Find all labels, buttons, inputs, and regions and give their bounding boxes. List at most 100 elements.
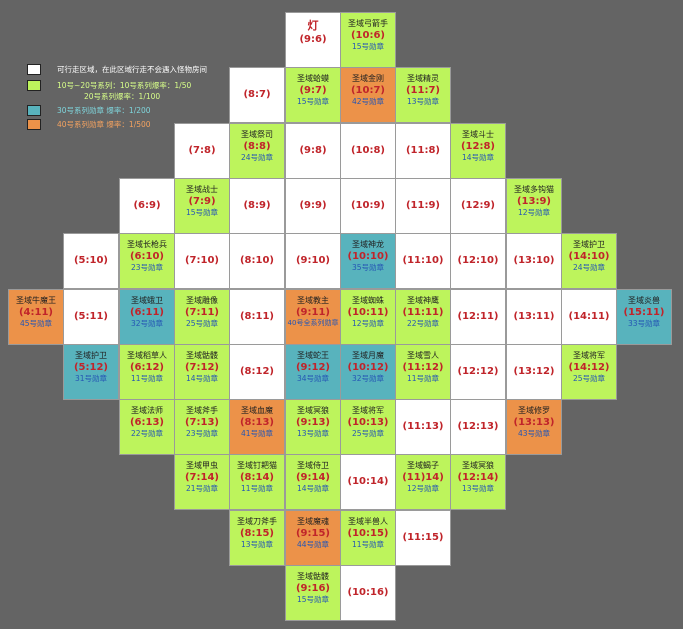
cell-coordinate: (13:10): [513, 255, 555, 266]
cell-coordinate: (7:13): [184, 417, 219, 428]
medal-label: 12号勋章: [406, 484, 440, 493]
medal-label: 24号勋章: [240, 153, 274, 162]
cell-coordinate: (8:11): [239, 311, 274, 322]
monster-name: 圣域法师: [131, 406, 163, 415]
legend-text: 可行走区域，在此区域行走不会遇入怪物房间: [57, 65, 207, 74]
monster-name: 圣域护卫: [75, 351, 107, 360]
medal-label: 13号勋章: [296, 429, 330, 438]
monster-name: 圣域护卫: [573, 240, 605, 249]
map-cell: 圣域弓箭手 (10:6) 15号勋章: [340, 12, 396, 68]
medal-label: 13号勋章: [240, 540, 274, 549]
map-cell: 灯 (9:6): [285, 12, 341, 68]
cell-coordinate: (11:9): [405, 200, 440, 211]
cell-coordinate: (5:10): [73, 255, 108, 266]
monster-name: 圣域血魔: [241, 406, 273, 415]
map-cell: 圣域神鹰 (11:11) 22号勋章: [395, 289, 451, 345]
map-cell: (14:11): [561, 289, 617, 345]
map-cell: 圣域侍卫 (9:14) 14号勋章: [285, 454, 341, 510]
map-cell: (11:13): [395, 399, 451, 455]
map-cell: 圣域护卫 (5:12) 31号勋章: [63, 344, 119, 400]
cell-coordinate: (11:12): [402, 362, 444, 373]
medal-label: 15号勋章: [296, 97, 330, 106]
medal-label: 35号勋章: [351, 263, 385, 272]
medal-label: 11号勋章: [130, 374, 164, 383]
map-cell: (11:15): [395, 510, 451, 566]
map-cell: (12:13): [450, 399, 506, 455]
map-cell: (11:8): [395, 123, 451, 179]
medal-label: 11号勋章: [351, 540, 385, 549]
cell-coordinate: (8:14): [239, 472, 274, 483]
legend-swatch: [27, 64, 41, 75]
map-cell: 圣域骷髅 (7:12) 14号勋章: [174, 344, 230, 400]
cell-coordinate: (9:14): [295, 472, 330, 483]
monster-name: 圣域蛾卫: [131, 296, 163, 305]
medal-label: 23号勋章: [130, 263, 164, 272]
map-cell: 圣域斗士 (12:8) 14号勋章: [450, 123, 506, 179]
monster-name: 圣域教主: [297, 296, 329, 305]
cell-coordinate: (11:10): [402, 255, 444, 266]
monster-name: 圣域斗士: [462, 130, 494, 139]
map-cell: (10:16): [340, 565, 396, 621]
monster-name: 圣域弓箭手: [348, 19, 388, 28]
map-cell: 圣域护卫 (14:10) 24号勋章: [561, 233, 617, 289]
monster-name: 圣域侍卫: [297, 461, 329, 470]
cell-coordinate: (9:7): [299, 85, 327, 96]
medal-label: 41号勋章: [240, 429, 274, 438]
monster-name: 圣域将军: [573, 351, 605, 360]
cell-coordinate: (8:9): [243, 200, 271, 211]
cell-coordinate: (7:10): [184, 255, 219, 266]
medal-label: 45号勋章: [19, 319, 53, 328]
medal-label: 11号勋章: [406, 374, 440, 383]
medal-label: 13号勋章: [406, 97, 440, 106]
legend-swatch: [27, 119, 41, 130]
map-cell: (10:9): [340, 178, 396, 234]
cell-coordinate: (10:16): [347, 587, 389, 598]
monster-name: 圣域将军: [352, 406, 384, 415]
cell-coordinate: (6:10): [129, 251, 164, 262]
map-cell: 圣域雪人 (11:12) 11号勋章: [395, 344, 451, 400]
map-cell: 圣域牛魔王 (4:11) 45号勋章: [8, 289, 64, 345]
monster-name: 圣域骷髅: [186, 351, 218, 360]
cell-coordinate: (9:10): [295, 255, 330, 266]
monster-name: 圣域刀斧手: [237, 517, 277, 526]
cell-coordinate: (13:12): [513, 366, 555, 377]
map-cell: 圣域神龙 (10:10) 35号勋章: [340, 233, 396, 289]
map-cell: (7:8): [174, 123, 230, 179]
medal-label: 14号勋章: [461, 153, 495, 162]
map-cell: (9:8): [285, 123, 341, 179]
cell-coordinate: (9:13): [295, 417, 330, 428]
monster-name: 圣域神龙: [352, 240, 384, 249]
cell-coordinate: (6:11): [129, 307, 164, 318]
monster-name: 圣域炎兽: [628, 296, 660, 305]
map-cell: 圣域魔魂 (9:15) 44号勋章: [285, 510, 341, 566]
cell-coordinate: (9:8): [299, 145, 327, 156]
medal-label: 22号勋章: [130, 429, 164, 438]
cell-coordinate: (10:8): [350, 145, 385, 156]
monster-name: 圣域雪人: [407, 351, 439, 360]
monster-name: 圣域蜘蛛: [352, 296, 384, 305]
medal-label: 12号勋章: [517, 208, 551, 217]
map-cell: 圣域祭司 (8:8) 24号勋章: [229, 123, 285, 179]
cell-coordinate: (10:11): [347, 307, 389, 318]
map-cell: 圣域月魔 (10:12) 32号勋章: [340, 344, 396, 400]
map-cell: 圣域钉耙猫 (8:14) 11号勋章: [229, 454, 285, 510]
map-cell: 圣域修罗 (13:13) 43号勋章: [506, 399, 562, 455]
monster-name: 圣域牛魔王: [16, 296, 56, 305]
monster-name: 圣域多钩猫: [514, 185, 554, 194]
medal-label: 25号勋章: [572, 374, 606, 383]
map-cell: (13:12): [506, 344, 562, 400]
monster-name: 圣域蝎子: [407, 461, 439, 470]
cell-coordinate: (11:11): [402, 307, 444, 318]
medal-label: 34号勋章: [296, 374, 330, 383]
cell-coordinate: (8:10): [239, 255, 274, 266]
cell-coordinate: (11)14): [402, 472, 444, 483]
cell-coordinate: (7:11): [184, 307, 219, 318]
map-cell: 圣域蜘蛛 (10:11) 12号勋章: [340, 289, 396, 345]
cell-coordinate: (6:13): [129, 417, 164, 428]
medal-label: 44号勋章: [296, 540, 330, 549]
map-cell: (10:14): [340, 454, 396, 510]
map-cell: 圣域炎兽 (15:11) 33号勋章: [616, 289, 672, 345]
cell-coordinate: (10:13): [347, 417, 389, 428]
cell-coordinate: (8:7): [243, 89, 271, 100]
cell-coordinate: (5:12): [73, 362, 108, 373]
